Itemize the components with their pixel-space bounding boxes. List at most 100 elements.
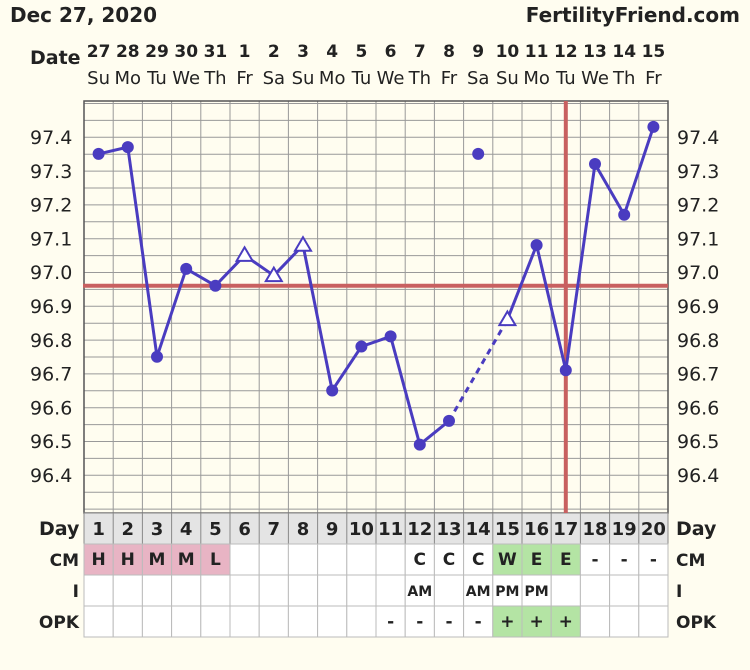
weekday-label: Fr [236, 68, 253, 89]
row-cell [579, 605, 611, 638]
row-label-left: I [73, 582, 79, 602]
row-cell-value: M [149, 550, 166, 570]
row-cell [287, 574, 319, 607]
temp-segment [330, 345, 363, 392]
y-tick-label-right: 97.4 [677, 127, 719, 149]
row-cell [433, 543, 465, 576]
day-number: 17 [553, 519, 578, 540]
row-cell-value: - [416, 612, 423, 632]
temp-point [472, 147, 485, 160]
row-cell [492, 543, 523, 576]
y-tick-label-left: 96.7 [30, 364, 72, 386]
temp-point [413, 438, 426, 451]
date-label: 1 [239, 42, 251, 62]
row-cell-value: L [210, 550, 221, 570]
temp-point-open [293, 235, 313, 252]
row-cell [492, 605, 523, 638]
date-label: 2 [268, 42, 280, 62]
day-number: 15 [495, 519, 520, 540]
date-label: 29 [145, 42, 169, 62]
date-label: 27 [87, 42, 111, 62]
temp-segment [155, 268, 188, 358]
y-tick-label-right: 96.8 [677, 330, 719, 352]
y-tick-label-right: 97.0 [677, 262, 719, 284]
row-cell-value: - [387, 612, 394, 632]
row-cell [258, 605, 289, 638]
temp-point-open [264, 265, 284, 283]
y-tick-label-left: 97.3 [30, 161, 72, 183]
row-cell-value: - [650, 550, 657, 570]
row-cell [317, 605, 348, 638]
row-cell [112, 605, 143, 638]
weekday-label: Sa [263, 68, 285, 89]
site-name: FertilityFriend.com [526, 3, 740, 27]
temp-point [121, 141, 134, 154]
y-tick-label-right: 96.6 [677, 397, 719, 419]
day-row-label-left: Day [39, 518, 80, 540]
day-number: 9 [326, 519, 339, 540]
row-label-left: OPK [39, 613, 80, 633]
row-label-right: OPK [676, 613, 717, 633]
temp-point [589, 158, 601, 171]
date-label: 28 [116, 42, 140, 62]
date-label: 4 [326, 42, 338, 62]
date-label: 30 [174, 42, 198, 62]
day-number: 12 [407, 519, 432, 540]
date-label: 12 [554, 42, 578, 62]
day-number: 13 [436, 519, 461, 540]
row-cell [433, 605, 465, 638]
temp-segment [535, 244, 568, 371]
date-label: 3 [297, 42, 309, 62]
y-tick-label-left: 97.1 [30, 228, 72, 250]
date-label: 11 [525, 42, 549, 62]
row-cell [287, 605, 319, 638]
day-number: 20 [641, 519, 666, 540]
row-label-left: CM [50, 551, 79, 571]
row-cell-value: + [559, 612, 573, 632]
temp-point [180, 262, 193, 275]
row-cell [550, 543, 581, 576]
y-tick-label-right: 97.1 [677, 228, 719, 250]
y-tick-label-right: 97.3 [677, 161, 719, 183]
day-number: 10 [349, 519, 374, 540]
row-label-right: CM [676, 551, 705, 571]
row-cell [433, 574, 465, 607]
row-cell [375, 543, 406, 576]
day-number: 16 [524, 519, 549, 540]
row-cell [112, 574, 143, 607]
temp-segment [506, 244, 538, 321]
weekday-label: Th [408, 68, 431, 89]
weekday-label: Sa [467, 68, 489, 89]
date-label: 14 [612, 42, 636, 62]
row-cell-value: - [445, 612, 452, 632]
y-tick-label-left: 97.4 [30, 127, 72, 149]
temp-point [92, 147, 105, 160]
row-cell-value: - [621, 550, 628, 570]
row-cell [141, 605, 173, 638]
day-number: 11 [378, 519, 403, 540]
y-tick-label-right: 96.4 [677, 465, 719, 487]
weekday-label: Mo [115, 68, 142, 89]
row-cell-value: W [498, 550, 517, 570]
temp-segment [564, 163, 597, 371]
weekday-label: Mo [319, 68, 346, 89]
row-cell [112, 543, 143, 576]
row-cell-value: AM [466, 584, 491, 600]
date-row-label: Date [30, 47, 81, 69]
row-cell-value: C [443, 550, 455, 570]
row-cell [141, 574, 173, 607]
row-cell [317, 543, 348, 576]
row-cell [258, 543, 289, 576]
row-cell [579, 543, 611, 576]
date-label: 10 [496, 42, 520, 62]
row-cell [346, 574, 377, 607]
chart-date: Dec 27, 2020 [10, 3, 157, 27]
temp-segment [593, 163, 626, 216]
day-number: 5 [209, 519, 222, 540]
temp-point [384, 330, 397, 343]
row-cell [638, 605, 669, 638]
row-cell [521, 543, 552, 576]
temp-segment [418, 419, 450, 446]
weekday-label: Th [203, 68, 226, 89]
